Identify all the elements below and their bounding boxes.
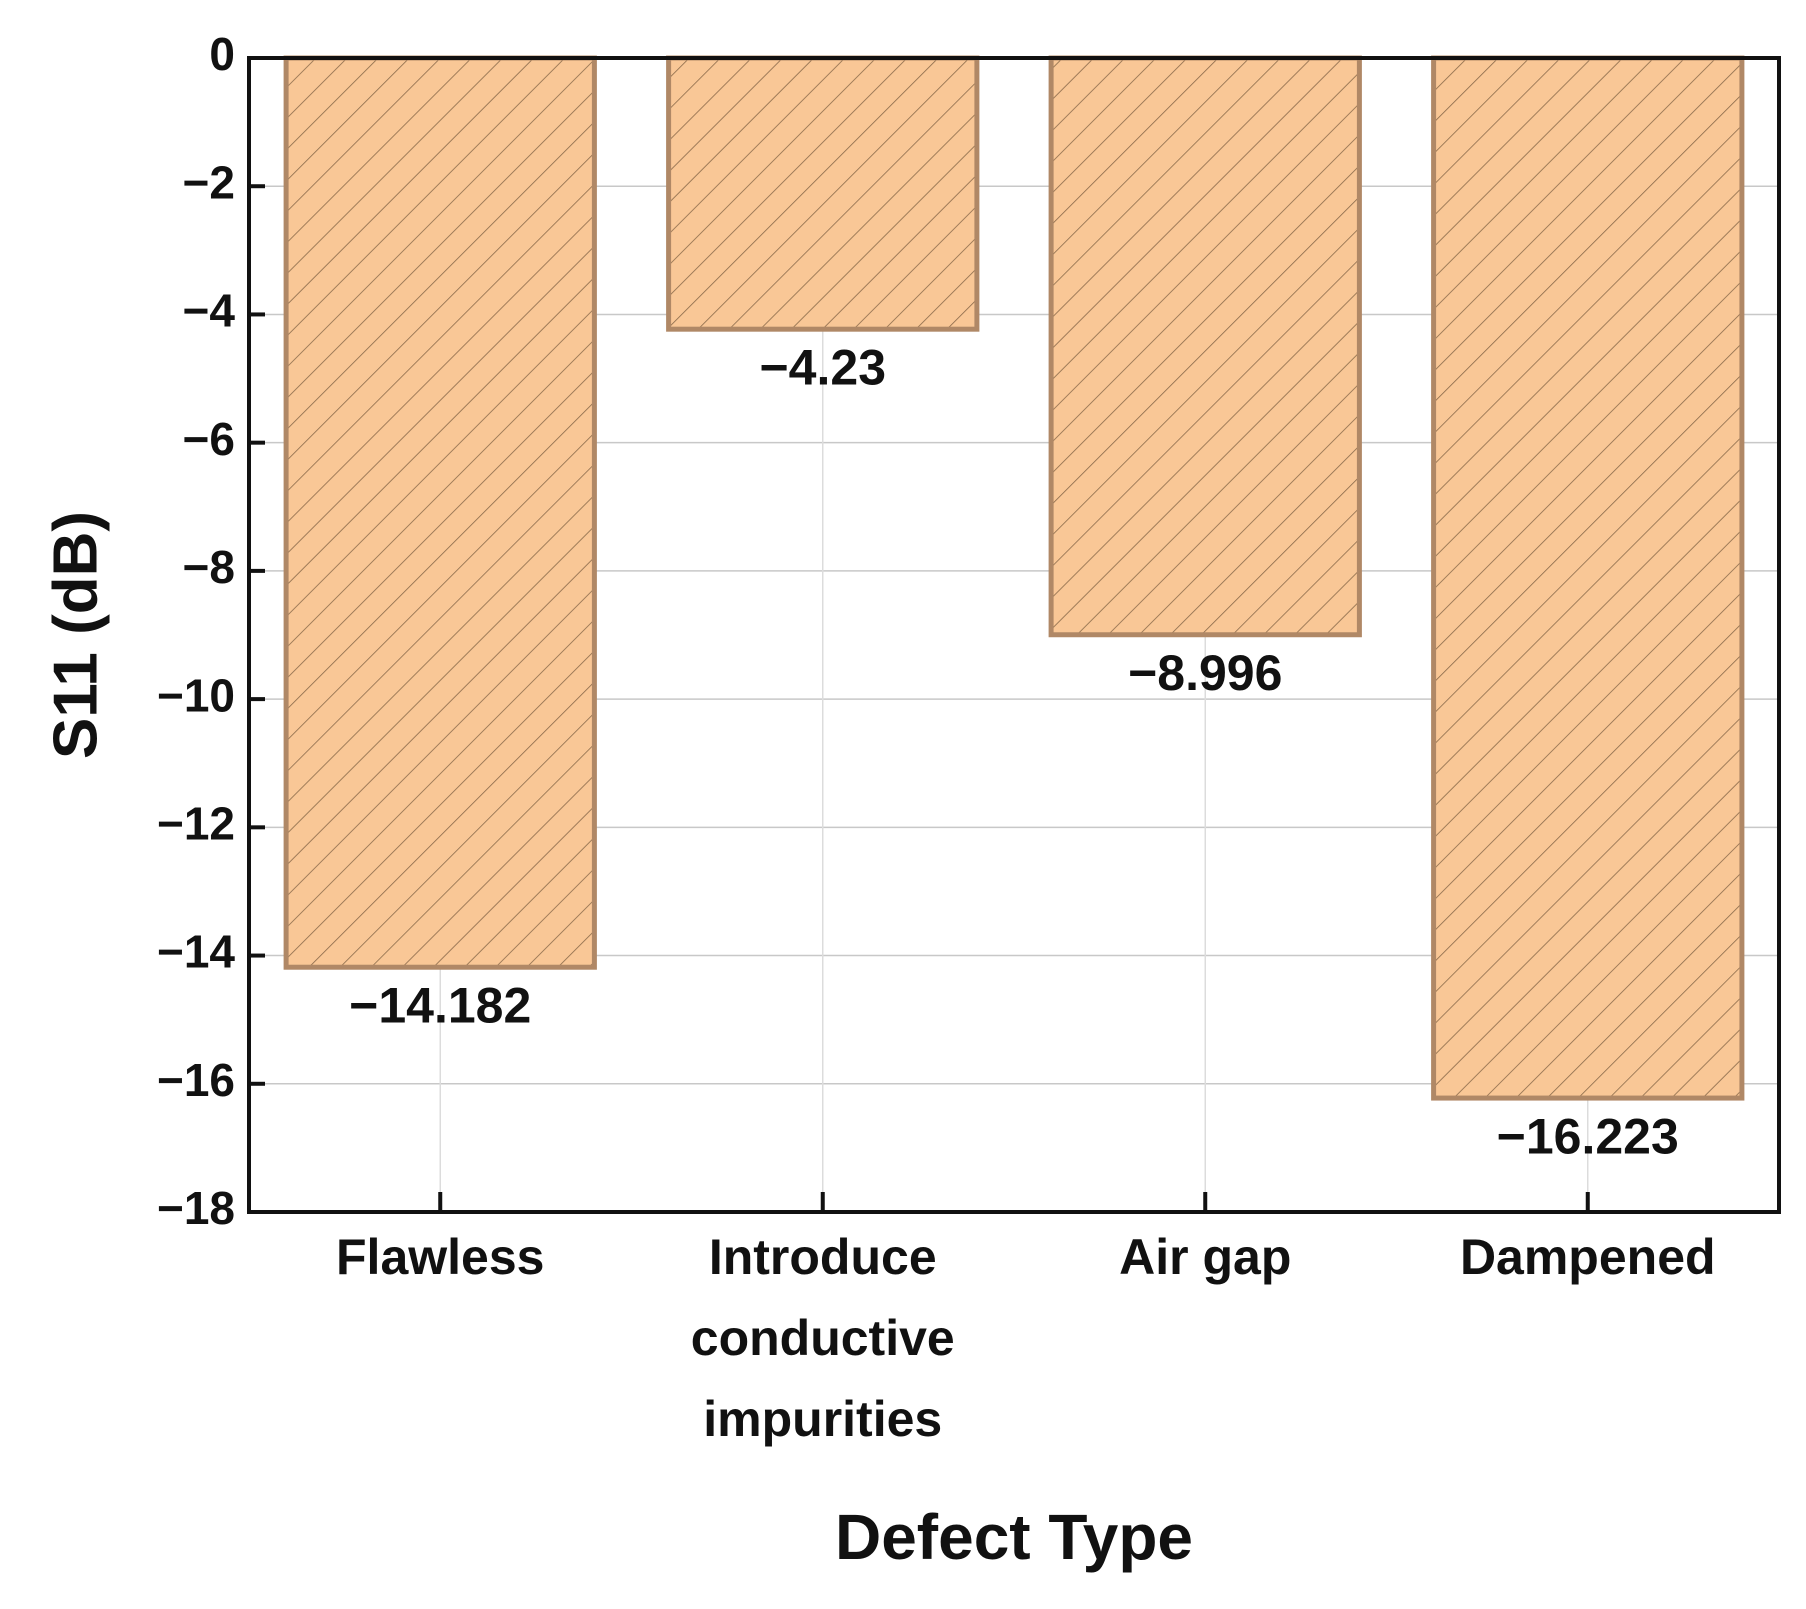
x-tick-label: Introduce conductive impurities: [691, 1229, 955, 1447]
y-tick-label: −12: [157, 797, 235, 849]
y-tick-label: −10: [157, 669, 235, 721]
x-tick-label: Air gap: [1119, 1229, 1291, 1285]
x-tick-label: Flawless: [336, 1229, 544, 1285]
bar-hatch: [1431, 55, 1745, 1101]
plot-frame: [247, 56, 1781, 1214]
bars: [283, 55, 1745, 1101]
bar-hatch: [283, 55, 597, 970]
y-tick-label: −2: [183, 156, 235, 208]
value-label: −16.223: [1497, 1108, 1679, 1164]
y-tick-label: −6: [183, 413, 235, 465]
x-axis-title: Defect Type: [835, 1501, 1193, 1573]
y-tick-label: −4: [183, 285, 236, 337]
value-label: −8.996: [1128, 645, 1282, 701]
y-tick-label: −16: [157, 1054, 235, 1106]
value-label: −14.182: [349, 977, 531, 1033]
y-tick-label: −8: [183, 541, 235, 593]
y-tick-label: −14: [157, 926, 235, 978]
value-label: −4.23: [759, 339, 886, 395]
y-axis-title: S11 (dB): [41, 511, 110, 759]
y-tick-label: −18: [157, 1182, 235, 1234]
y-tick-label: 0: [209, 28, 235, 80]
x-tick-label: Dampened: [1460, 1229, 1716, 1285]
bar-hatch: [1048, 55, 1362, 638]
bar-hatch: [666, 55, 980, 332]
